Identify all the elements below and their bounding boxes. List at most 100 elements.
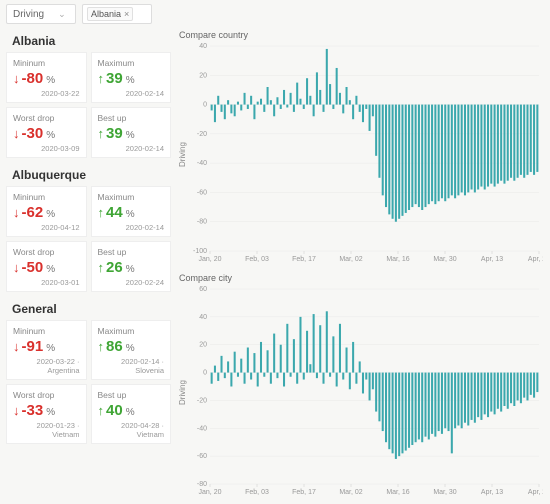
stat-date: 2020-02-14 xyxy=(98,223,165,232)
stat-date: 2020-04-28 · Vietnam xyxy=(98,421,165,439)
section-title: Albuquerque xyxy=(6,162,171,186)
y-axis-label: Driving xyxy=(177,285,188,500)
stat-card: Maximum↑39%2020-02-14 xyxy=(91,52,172,103)
arrow-up-icon: ↑ xyxy=(98,403,105,418)
arrow-down-icon: ↓ xyxy=(13,260,20,275)
percent-sign: % xyxy=(126,209,135,220)
svg-text:Mar, 02: Mar, 02 xyxy=(339,489,362,496)
arrow-down-icon: ↓ xyxy=(13,339,20,354)
stat-card: Best up↑39%2020-02-14 xyxy=(91,107,172,158)
svg-text:Feb, 03: Feb, 03 xyxy=(245,489,269,496)
stat-date: 2020-02-24 xyxy=(98,278,165,287)
svg-text:-20: -20 xyxy=(197,131,207,138)
stat-label: Mininum xyxy=(13,326,80,336)
svg-text:Mar, 30: Mar, 30 xyxy=(433,489,456,496)
svg-text:20: 20 xyxy=(199,72,207,79)
close-icon[interactable]: × xyxy=(124,9,129,19)
stat-value: 39 xyxy=(106,70,123,87)
section-title: Albania xyxy=(6,28,171,52)
stat-date: 2020-02-14 xyxy=(98,89,165,98)
stat-card: Worst drop ↓-33% 2020-01-23 · Vietnam xyxy=(6,384,87,444)
percent-sign: % xyxy=(46,75,55,86)
chart-svg: -100-80-60-40-2002040Jan, 20Feb, 03Feb, … xyxy=(188,42,543,267)
svg-text:-40: -40 xyxy=(197,160,207,167)
stat-value: -33 xyxy=(22,402,44,419)
arrow-up-icon: ↑ xyxy=(98,260,105,275)
stats-panel: AlbaniaMininum↓-80%2020-03-22Maximum↑39%… xyxy=(6,28,171,504)
country-tag-label: Albania xyxy=(91,9,121,19)
country-tag[interactable]: Albania × xyxy=(87,7,133,21)
svg-text:Apr, 27: Apr, 27 xyxy=(528,489,543,496)
stat-label: Worst drop xyxy=(13,113,80,123)
stat-date: 2020-02-14 · Slovenia xyxy=(98,357,165,375)
arrow-up-icon: ↑ xyxy=(98,71,105,86)
stat-date: 2020-03-22 xyxy=(13,89,80,98)
stat-date: 2020-03-09 xyxy=(13,144,80,153)
stat-label: Mininum xyxy=(13,58,80,68)
percent-sign: % xyxy=(46,407,55,418)
stat-label: Worst drop xyxy=(13,390,80,400)
svg-text:Feb, 17: Feb, 17 xyxy=(292,256,316,263)
country-filter[interactable]: Albania × xyxy=(82,4,152,24)
svg-text:-60: -60 xyxy=(197,189,207,196)
stat-label: Worst drop xyxy=(13,247,80,257)
svg-text:-20: -20 xyxy=(197,397,207,404)
chart-block: Compare cityDriving-80-60-40-200204060Ja… xyxy=(177,271,544,500)
chart-block: Compare countryDriving-100-80-60-40-2002… xyxy=(177,28,544,267)
svg-text:60: 60 xyxy=(199,286,207,293)
svg-text:Mar, 16: Mar, 16 xyxy=(386,489,409,496)
arrow-down-icon: ↓ xyxy=(13,403,20,418)
chart-svg: -80-60-40-200204060Jan, 20Feb, 03Feb, 17… xyxy=(188,285,543,500)
chart-title: Compare city xyxy=(177,271,544,285)
stat-date: 2020-03-01 xyxy=(13,278,80,287)
svg-text:-80: -80 xyxy=(197,481,207,488)
svg-text:Mar, 16: Mar, 16 xyxy=(386,256,409,263)
svg-text:Apr, 13: Apr, 13 xyxy=(481,256,503,263)
svg-text:0: 0 xyxy=(203,370,207,377)
stat-label: Maximum xyxy=(98,58,165,68)
stat-card: Best up↑26%2020-02-24 xyxy=(91,241,172,292)
svg-text:Mar, 02: Mar, 02 xyxy=(339,256,362,263)
svg-text:-80: -80 xyxy=(197,219,207,226)
stat-value: -80 xyxy=(22,70,44,87)
stat-label: Best up xyxy=(98,390,165,400)
chevron-down-icon: ⌄ xyxy=(58,9,66,20)
arrow-down-icon: ↓ xyxy=(13,126,20,141)
y-axis-label: Driving xyxy=(177,42,188,267)
section-title: General xyxy=(6,296,171,320)
percent-sign: % xyxy=(126,407,135,418)
svg-text:-100: -100 xyxy=(193,248,207,255)
arrow-down-icon: ↓ xyxy=(13,205,20,220)
stat-value: 26 xyxy=(106,259,123,276)
stat-value: 39 xyxy=(106,125,123,142)
stat-label: Maximum xyxy=(98,326,165,336)
arrow-up-icon: ↑ xyxy=(98,339,105,354)
percent-sign: % xyxy=(46,343,55,354)
svg-text:Apr, 27: Apr, 27 xyxy=(528,256,543,263)
svg-text:Apr, 13: Apr, 13 xyxy=(481,489,503,496)
svg-text:40: 40 xyxy=(199,43,207,50)
stat-date: 2020-02-14 xyxy=(98,144,165,153)
stat-card: Mininum↓-62%2020-04-12 xyxy=(6,186,87,237)
stat-value: -91 xyxy=(22,338,44,355)
percent-sign: % xyxy=(46,264,55,275)
svg-text:-40: -40 xyxy=(197,425,207,432)
arrow-down-icon: ↓ xyxy=(13,71,20,86)
mode-select[interactable]: Driving ⌄ xyxy=(6,4,76,24)
percent-sign: % xyxy=(46,209,55,220)
svg-text:-60: -60 xyxy=(197,453,207,460)
percent-sign: % xyxy=(126,130,135,141)
charts-panel: Compare countryDriving-100-80-60-40-2002… xyxy=(177,28,544,504)
stat-value: -62 xyxy=(22,204,44,221)
stat-card: Worst drop ↓-50% 2020-03-01 xyxy=(6,241,87,292)
stat-value: -50 xyxy=(22,259,44,276)
stat-label: Best up xyxy=(98,247,165,257)
svg-text:Feb, 17: Feb, 17 xyxy=(292,489,316,496)
stat-date: 2020-01-23 · Vietnam xyxy=(13,421,80,439)
svg-text:Mar, 30: Mar, 30 xyxy=(433,256,456,263)
stat-date: 2020-04-12 xyxy=(13,223,80,232)
chart-title: Compare country xyxy=(177,28,544,42)
svg-text:Jan, 20: Jan, 20 xyxy=(199,489,222,496)
stat-card: Best up↑40%2020-04-28 · Vietnam xyxy=(91,384,172,444)
arrow-up-icon: ↑ xyxy=(98,126,105,141)
